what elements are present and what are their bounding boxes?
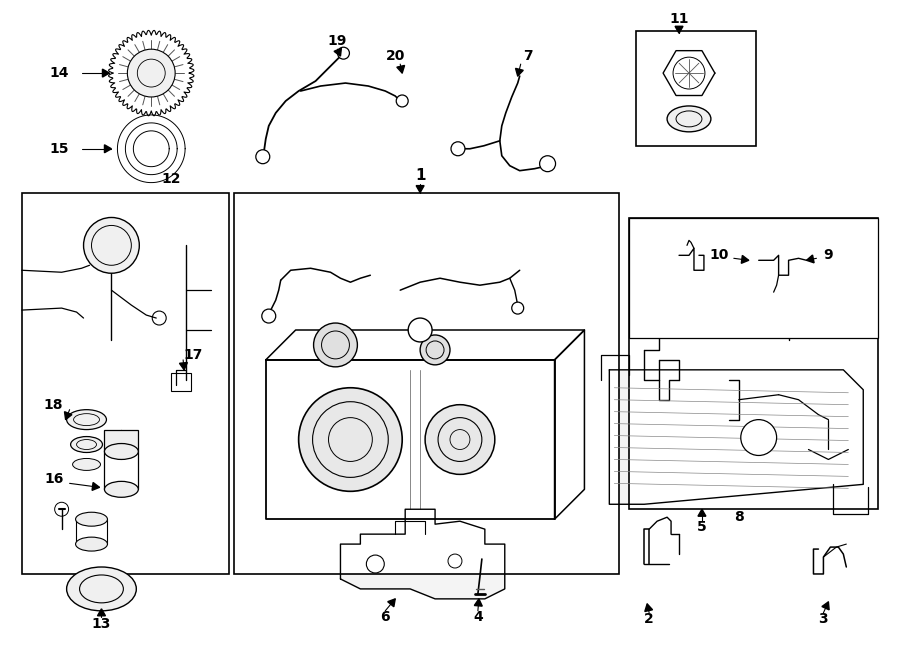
Polygon shape: [92, 483, 100, 490]
Polygon shape: [644, 604, 652, 611]
Ellipse shape: [67, 410, 106, 430]
Text: 16: 16: [44, 473, 63, 486]
Circle shape: [262, 309, 275, 323]
Ellipse shape: [104, 481, 139, 497]
Circle shape: [540, 156, 555, 172]
Circle shape: [409, 318, 432, 342]
Polygon shape: [388, 599, 395, 607]
Polygon shape: [179, 362, 187, 370]
Polygon shape: [397, 65, 405, 73]
Circle shape: [128, 49, 176, 97]
Polygon shape: [266, 360, 554, 519]
Circle shape: [299, 388, 402, 491]
Text: 5: 5: [698, 520, 706, 534]
Polygon shape: [822, 602, 829, 610]
Text: 6: 6: [381, 610, 390, 624]
Circle shape: [451, 142, 465, 156]
Polygon shape: [104, 145, 112, 153]
Text: 13: 13: [92, 617, 112, 631]
Text: 4: 4: [473, 610, 482, 624]
Bar: [234, 192, 619, 574]
Circle shape: [741, 420, 777, 455]
Text: 7: 7: [523, 49, 533, 63]
Circle shape: [425, 405, 495, 475]
Text: 8: 8: [734, 510, 743, 524]
Bar: [629, 219, 878, 509]
Circle shape: [313, 323, 357, 367]
Ellipse shape: [67, 567, 136, 611]
Polygon shape: [806, 255, 814, 263]
Polygon shape: [675, 26, 683, 33]
Text: 1: 1: [415, 168, 426, 183]
Circle shape: [512, 302, 524, 314]
Text: 9: 9: [824, 249, 833, 262]
Text: 17: 17: [184, 348, 202, 362]
Ellipse shape: [76, 512, 107, 526]
Ellipse shape: [104, 444, 139, 459]
Polygon shape: [334, 48, 341, 56]
Ellipse shape: [73, 459, 101, 471]
Circle shape: [420, 335, 450, 365]
Polygon shape: [742, 255, 749, 263]
Ellipse shape: [667, 106, 711, 132]
Bar: [629, 219, 878, 338]
Bar: [171, 373, 191, 391]
Text: 12: 12: [161, 172, 181, 186]
Text: 20: 20: [385, 49, 405, 63]
Text: 18: 18: [44, 398, 63, 412]
Polygon shape: [474, 599, 482, 606]
Polygon shape: [65, 412, 72, 420]
Ellipse shape: [70, 436, 103, 453]
Text: 2: 2: [644, 612, 654, 626]
Circle shape: [84, 217, 140, 273]
Polygon shape: [340, 509, 505, 599]
Text: 15: 15: [50, 141, 69, 156]
Polygon shape: [103, 69, 110, 77]
Text: 19: 19: [328, 34, 347, 48]
Bar: [22, 192, 229, 574]
Polygon shape: [516, 68, 523, 76]
Polygon shape: [554, 330, 584, 519]
Circle shape: [396, 95, 409, 107]
Polygon shape: [266, 330, 584, 360]
Circle shape: [256, 150, 270, 164]
Text: 14: 14: [50, 66, 69, 80]
Polygon shape: [698, 509, 706, 516]
Polygon shape: [416, 186, 424, 192]
Ellipse shape: [76, 537, 107, 551]
Text: 11: 11: [670, 13, 688, 26]
Polygon shape: [97, 609, 105, 616]
Circle shape: [338, 47, 349, 59]
Polygon shape: [609, 370, 863, 504]
Text: 10: 10: [709, 249, 729, 262]
Bar: [104, 430, 139, 451]
Text: 3: 3: [819, 612, 828, 626]
Bar: [636, 31, 756, 146]
